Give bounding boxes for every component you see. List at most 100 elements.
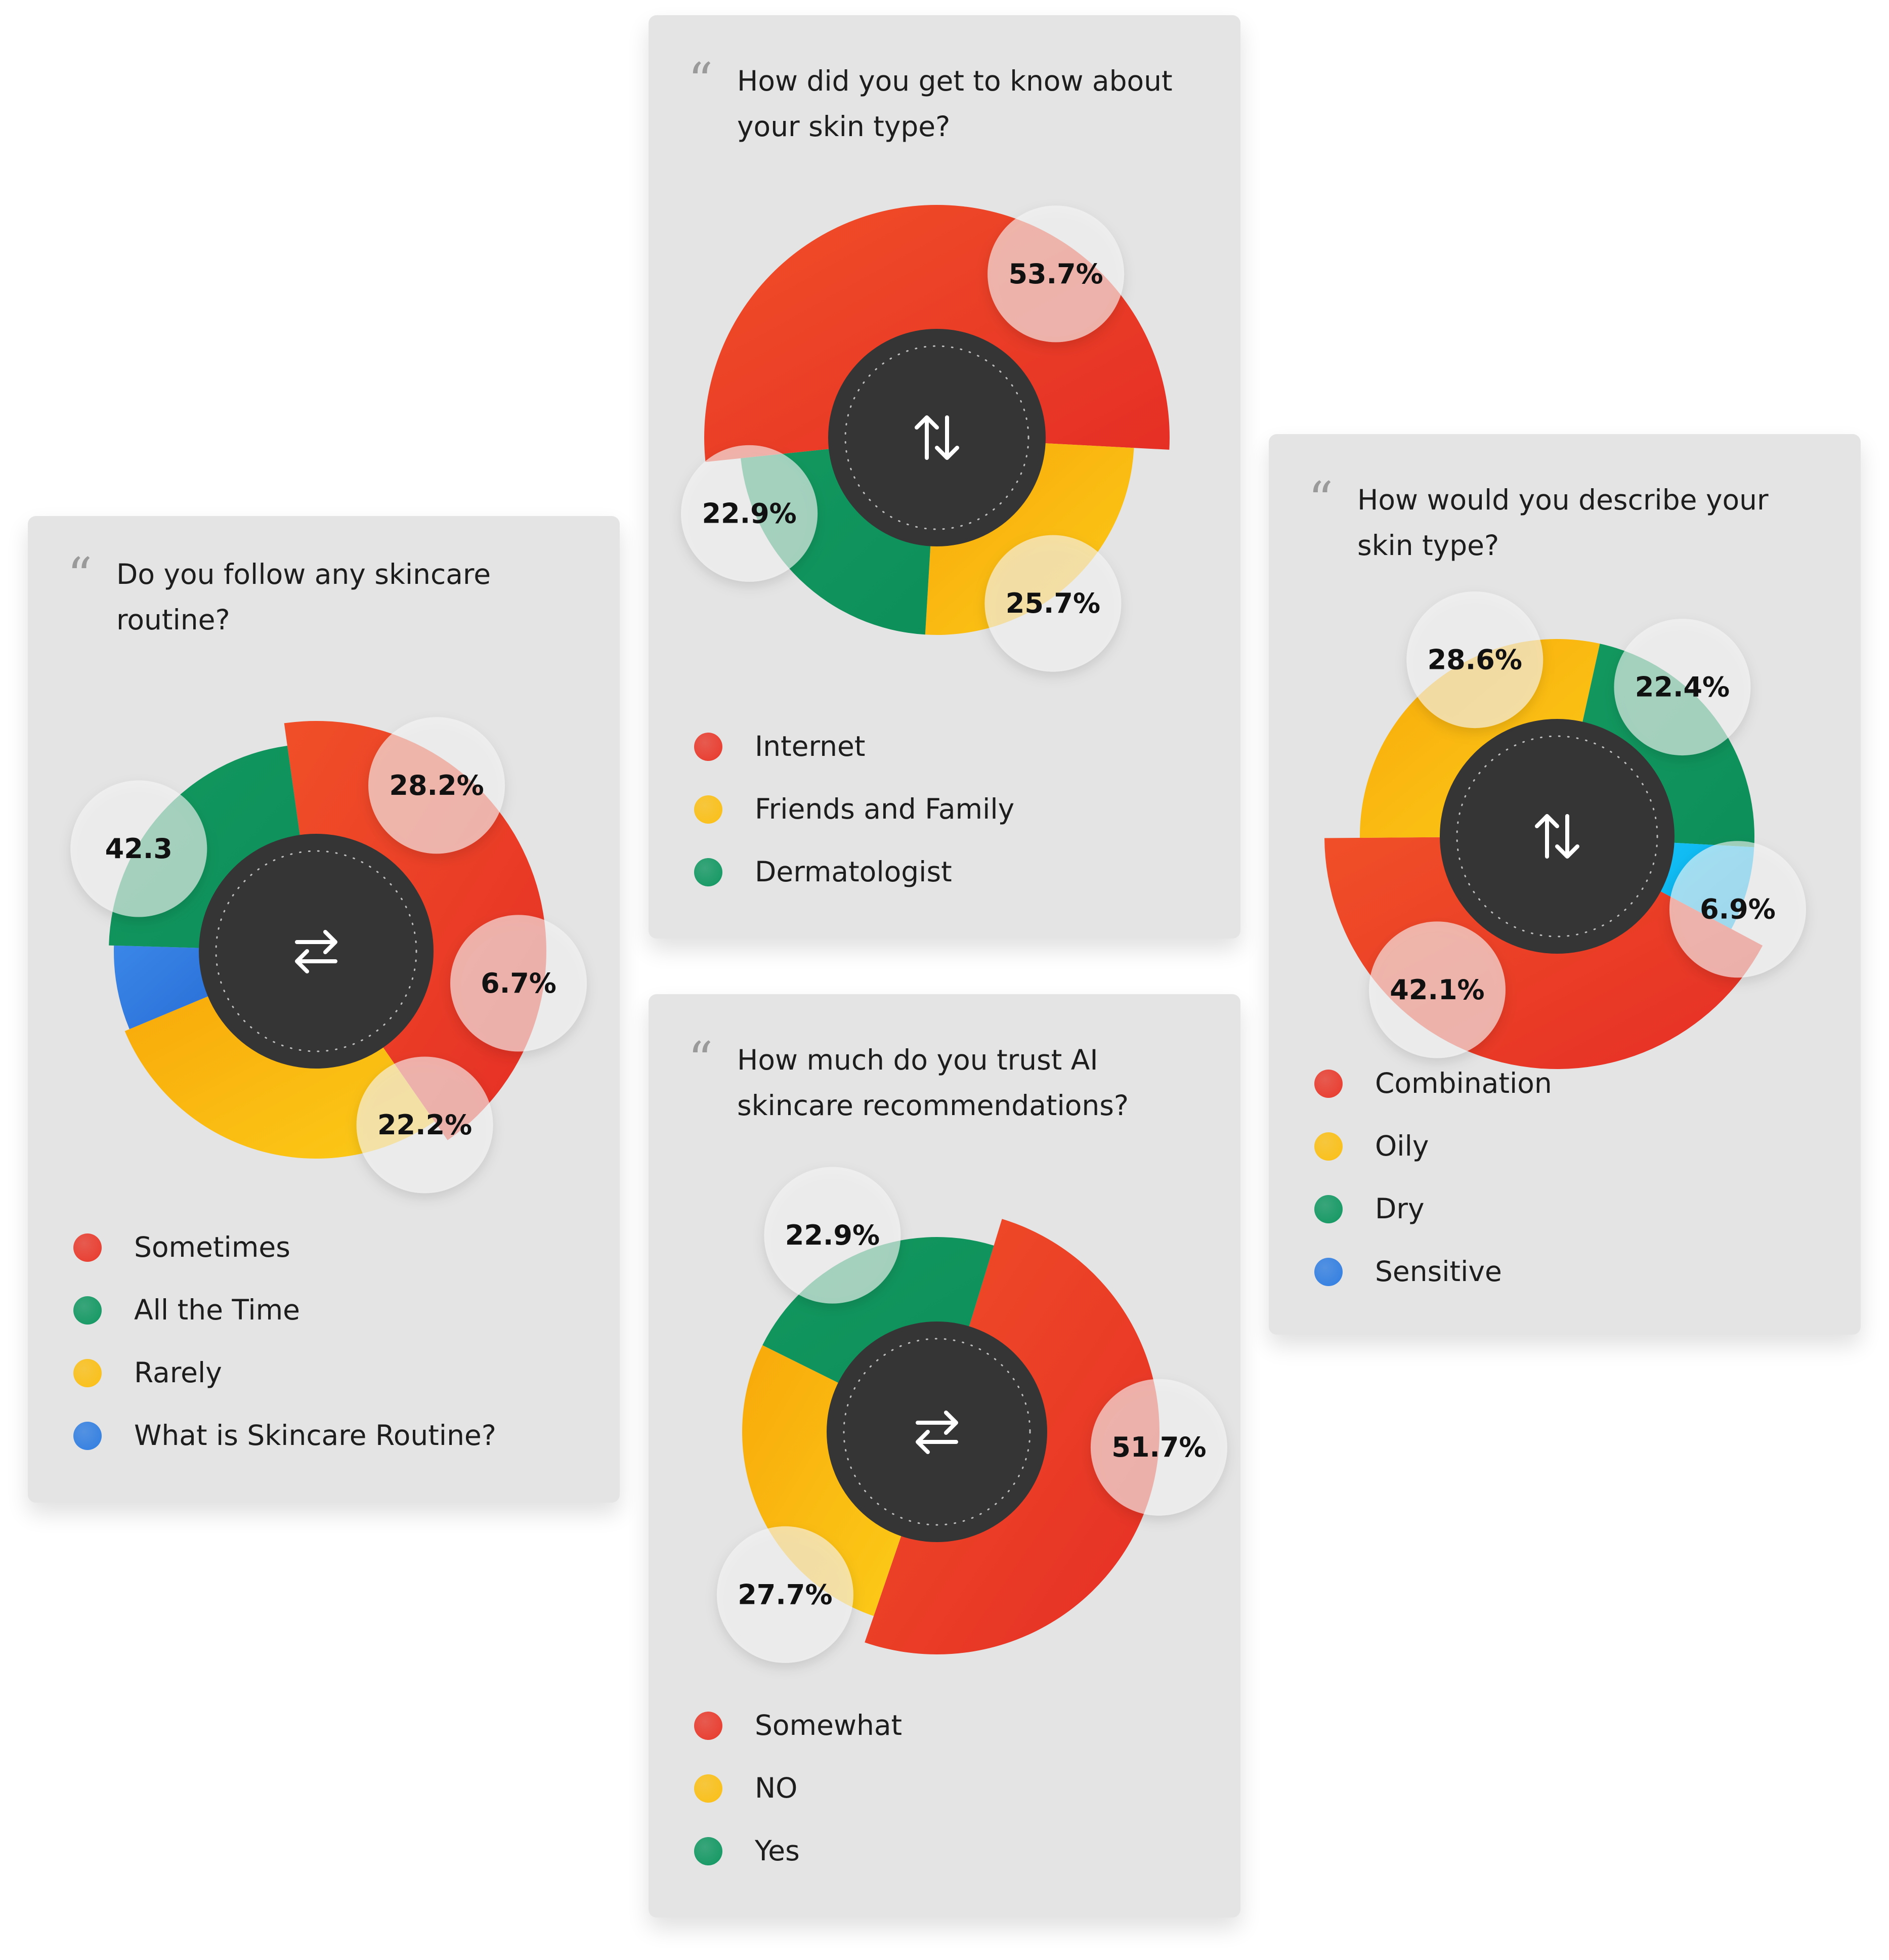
legend-label: Friends and Family xyxy=(755,793,1015,825)
bubble-circle xyxy=(716,1526,853,1663)
legend-label: NO xyxy=(755,1772,798,1804)
chart-legend: Combination Oily Dry Sensitive xyxy=(1314,1066,1552,1316)
data-label: 25.7% xyxy=(1006,587,1100,619)
percentage-bubbles: 53.7% 25.7% 22.9% xyxy=(681,205,1125,672)
swap-horizontal-icon[interactable] xyxy=(916,1411,958,1454)
data-label: 28.6% xyxy=(1428,644,1522,676)
chart-legend: Internet Friends and Family Dermatologis… xyxy=(694,729,1014,917)
legend-item: All the Time xyxy=(73,1292,496,1355)
legend-dot xyxy=(694,1712,722,1740)
legend-item: What is Skincare Routine? xyxy=(73,1418,496,1480)
data-label: 27.7% xyxy=(738,1579,832,1610)
legend-label: Internet xyxy=(755,730,866,762)
pie-slice-friends-and-family xyxy=(925,443,1134,635)
bubble-circle xyxy=(1406,591,1543,729)
legend-label: Somewhat xyxy=(755,1709,903,1741)
pie-slice-somewhat xyxy=(865,1219,1160,1655)
legend-dot xyxy=(694,733,722,761)
swap-vertical-icon[interactable] xyxy=(915,415,959,460)
bubble-circle xyxy=(984,535,1122,672)
percentage-bubbles: 51.7% 27.7% 22.9% xyxy=(716,1167,1227,1663)
bubble-circle xyxy=(764,1167,901,1304)
hub-dotted-ring xyxy=(844,345,1029,530)
data-label: 22.9% xyxy=(702,497,796,529)
percentage-bubble: 6.7% xyxy=(450,915,587,1052)
donut-chart: 53.7% 25.7% 22.9% xyxy=(681,204,1170,672)
bubble-circle xyxy=(1368,921,1506,1058)
legend-label: Rarely xyxy=(134,1356,222,1389)
legend-label: What is Skincare Routine? xyxy=(134,1419,496,1452)
survey-card-trust-ai: “ How much do you trust AI skincare reco… xyxy=(649,994,1240,1918)
donut-chart: 42.1% 28.6% 22.4% 6.9% xyxy=(1324,591,1806,1069)
legend-dot xyxy=(1314,1132,1343,1161)
percentage-bubble: 27.7% xyxy=(716,1526,853,1663)
chart-hub xyxy=(1440,719,1675,954)
percentage-bubble: 28.2% xyxy=(368,717,505,854)
percentage-bubble: 53.7% xyxy=(988,205,1125,343)
data-label: 53.7% xyxy=(1008,258,1103,290)
legend-item: NO xyxy=(694,1770,902,1833)
quote-icon: “ xyxy=(1308,472,1334,528)
bubble-circle xyxy=(1090,1379,1227,1516)
legend-dot xyxy=(1314,1070,1343,1098)
percentage-bubble: 51.7% xyxy=(1090,1379,1227,1516)
swap-vertical-icon[interactable] xyxy=(1535,814,1579,859)
chart-hub xyxy=(199,834,434,1069)
legend-label: Sensitive xyxy=(1375,1255,1502,1288)
legend-label: Yes xyxy=(755,1835,800,1867)
data-label: 28.2% xyxy=(389,770,484,801)
quote-icon: “ xyxy=(688,1032,713,1088)
quote-icon: “ xyxy=(688,53,713,109)
percentage-bubble: 28.6% xyxy=(1406,591,1543,729)
data-label: 6.9% xyxy=(1700,893,1776,925)
legend-label: Dry xyxy=(1375,1192,1425,1225)
bubble-circle xyxy=(681,445,818,582)
pie-slice-yes xyxy=(762,1237,994,1385)
question-title: Do you follow any skincare routine? xyxy=(116,558,491,636)
percentage-bubbles: 42.1% 28.6% 22.4% 6.9% xyxy=(1368,591,1806,1058)
percentage-bubble: 22.4% xyxy=(1614,619,1751,756)
survey-card-describe-skin: “ How would you describe your skin type?… xyxy=(1269,434,1861,1335)
data-label: 22.9% xyxy=(785,1219,880,1251)
swap-horizontal-icon[interactable] xyxy=(295,930,337,973)
legend-dot xyxy=(694,1837,722,1865)
percentage-bubble: 6.9% xyxy=(1669,841,1806,978)
percentage-bubble: 42.1% xyxy=(1368,921,1506,1058)
legend-label: All the Time xyxy=(134,1294,300,1326)
legend-item: Internet xyxy=(694,729,1014,791)
legend-dot xyxy=(73,1422,102,1450)
legend-dot xyxy=(73,1296,102,1325)
chart-legend: Somewhat NO Yes xyxy=(694,1708,902,1896)
question-title: How did you get to know about your skin … xyxy=(737,65,1173,143)
bubble-circle xyxy=(988,205,1125,343)
pie-slice-oily xyxy=(1360,639,1600,838)
percentage-bubble: 25.7% xyxy=(984,535,1122,672)
legend-item: Oily xyxy=(1314,1128,1552,1191)
legend-label: Dermatologist xyxy=(755,856,952,888)
data-label: 22.2% xyxy=(377,1109,472,1141)
legend-dot xyxy=(1314,1258,1343,1286)
bubble-circle xyxy=(70,780,207,917)
percentage-bubble: 42.3 xyxy=(70,780,207,917)
survey-card-skin-type-source: “ How did you get to know about your ski… xyxy=(649,15,1240,939)
legend-item: Combination xyxy=(1314,1066,1552,1128)
bubble-circle xyxy=(450,915,587,1052)
bubble-circle xyxy=(356,1056,493,1194)
bubble-circle xyxy=(368,717,505,854)
legend-dot xyxy=(1314,1195,1343,1223)
hub-dotted-ring xyxy=(843,1338,1031,1526)
chart-legend: Sometimes All the Time Rarely What is Sk… xyxy=(73,1229,496,1480)
legend-item: Friends and Family xyxy=(694,791,1014,854)
legend-item: Sometimes xyxy=(73,1229,496,1292)
hub-dotted-ring xyxy=(1456,735,1658,938)
legend-dot xyxy=(694,1774,722,1803)
percentage-bubbles: 42.3 28.2% 6.7% 22.2% xyxy=(70,717,587,1194)
donut-chart: 42.3 28.2% 6.7% 22.2% xyxy=(70,717,587,1194)
quote-icon: “ xyxy=(67,547,93,604)
hub-dotted-ring xyxy=(215,850,417,1052)
donut-chart: 51.7% 27.7% 22.9% xyxy=(716,1167,1227,1663)
data-label: 22.4% xyxy=(1635,671,1730,703)
legend-item: Yes xyxy=(694,1833,902,1896)
legend-item: Sensitive xyxy=(1314,1254,1552,1316)
legend-label: Oily xyxy=(1375,1130,1429,1162)
